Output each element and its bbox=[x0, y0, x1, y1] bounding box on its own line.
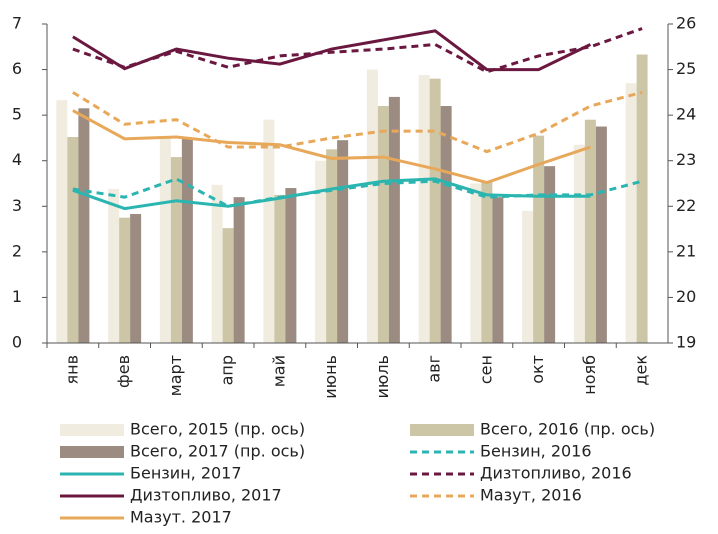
bar bbox=[181, 137, 193, 343]
bar bbox=[233, 197, 245, 343]
y-tick-label: 2 bbox=[12, 241, 22, 260]
bar bbox=[429, 78, 441, 343]
legend-label: Бензин, 2017 bbox=[130, 464, 242, 483]
legend-swatch bbox=[410, 424, 474, 436]
legend-label: Бензин, 2016 bbox=[480, 442, 592, 461]
bar bbox=[67, 137, 79, 343]
bar bbox=[108, 188, 120, 343]
y-tick-label: 4 bbox=[12, 150, 22, 169]
y2-tick-label: 21 bbox=[676, 241, 696, 260]
bar bbox=[326, 149, 338, 343]
bar bbox=[470, 183, 482, 343]
line bbox=[72, 177, 591, 211]
x-tick-label: дек bbox=[632, 355, 651, 386]
bar bbox=[418, 75, 430, 343]
bar bbox=[366, 69, 378, 344]
x-tick-label: май bbox=[269, 355, 288, 387]
legend-label: Мазут. 2017 bbox=[130, 508, 232, 527]
x-tick-label: окт bbox=[528, 355, 547, 384]
y2-tick-label: 23 bbox=[676, 150, 696, 169]
x-tick-label: март bbox=[166, 355, 185, 396]
legend-label: Мазут, 2016 bbox=[480, 486, 582, 505]
y2-tick-label: 25 bbox=[676, 59, 696, 78]
bar bbox=[573, 144, 585, 343]
bar bbox=[595, 126, 607, 344]
y2-tick-label: 22 bbox=[676, 196, 696, 215]
y2-tick-label: 19 bbox=[676, 333, 696, 352]
y-tick-label: 3 bbox=[12, 196, 22, 215]
bar bbox=[285, 188, 297, 343]
legend-label: Всего, 2016 (пр. ось) bbox=[480, 420, 655, 439]
legend-label: Всего, 2015 (пр. ось) bbox=[130, 420, 305, 439]
bar bbox=[211, 184, 223, 343]
bar bbox=[337, 140, 349, 343]
x-tick-label: авг bbox=[425, 355, 444, 383]
bar bbox=[544, 166, 556, 343]
x-tick-label: фев bbox=[114, 355, 133, 388]
bar bbox=[130, 214, 142, 343]
bar bbox=[159, 137, 171, 343]
bar bbox=[222, 228, 234, 343]
y-tick-label: 6 bbox=[12, 59, 22, 78]
x-tick-label: апр bbox=[218, 355, 237, 385]
bar bbox=[56, 100, 68, 344]
x-tick-label: июль bbox=[373, 355, 392, 399]
y2-tick-label: 26 bbox=[676, 14, 696, 33]
x-tick-label: янв bbox=[62, 355, 81, 385]
bar bbox=[315, 160, 327, 343]
bar bbox=[584, 119, 596, 343]
legend-swatch bbox=[60, 446, 124, 458]
x-tick-label: сен bbox=[476, 355, 495, 384]
legend-swatch bbox=[60, 424, 124, 436]
y-tick-label: 5 bbox=[12, 105, 22, 124]
bar bbox=[78, 108, 90, 343]
x-tick-label: нояб bbox=[580, 355, 599, 395]
bar bbox=[263, 119, 275, 343]
bar bbox=[533, 135, 545, 343]
bar bbox=[274, 194, 286, 343]
bar bbox=[492, 197, 504, 343]
bar bbox=[388, 96, 400, 344]
legend-label: Всего, 2017 (пр. ось) bbox=[130, 442, 305, 461]
x-tick-label: июнь bbox=[321, 355, 340, 399]
bar bbox=[377, 106, 389, 344]
bar bbox=[625, 83, 637, 343]
y2-tick-label: 20 bbox=[676, 287, 696, 306]
line bbox=[72, 29, 592, 72]
line bbox=[72, 90, 643, 154]
bar bbox=[170, 157, 182, 343]
y-tick-label: 1 bbox=[12, 287, 22, 306]
bar bbox=[522, 210, 534, 343]
y2-tick-label: 24 bbox=[676, 105, 696, 124]
y-tick-label: 7 bbox=[12, 14, 22, 33]
bar bbox=[119, 217, 131, 343]
bar bbox=[440, 106, 452, 344]
legend-label: Дизтопливо, 2017 bbox=[130, 486, 282, 505]
legend-label: Дизтопливо, 2016 bbox=[480, 464, 632, 483]
bar bbox=[636, 54, 648, 343]
line bbox=[72, 27, 643, 74]
line bbox=[72, 109, 591, 185]
bar bbox=[481, 181, 493, 343]
y-tick-label: 0 bbox=[12, 333, 22, 352]
line bbox=[72, 177, 643, 208]
